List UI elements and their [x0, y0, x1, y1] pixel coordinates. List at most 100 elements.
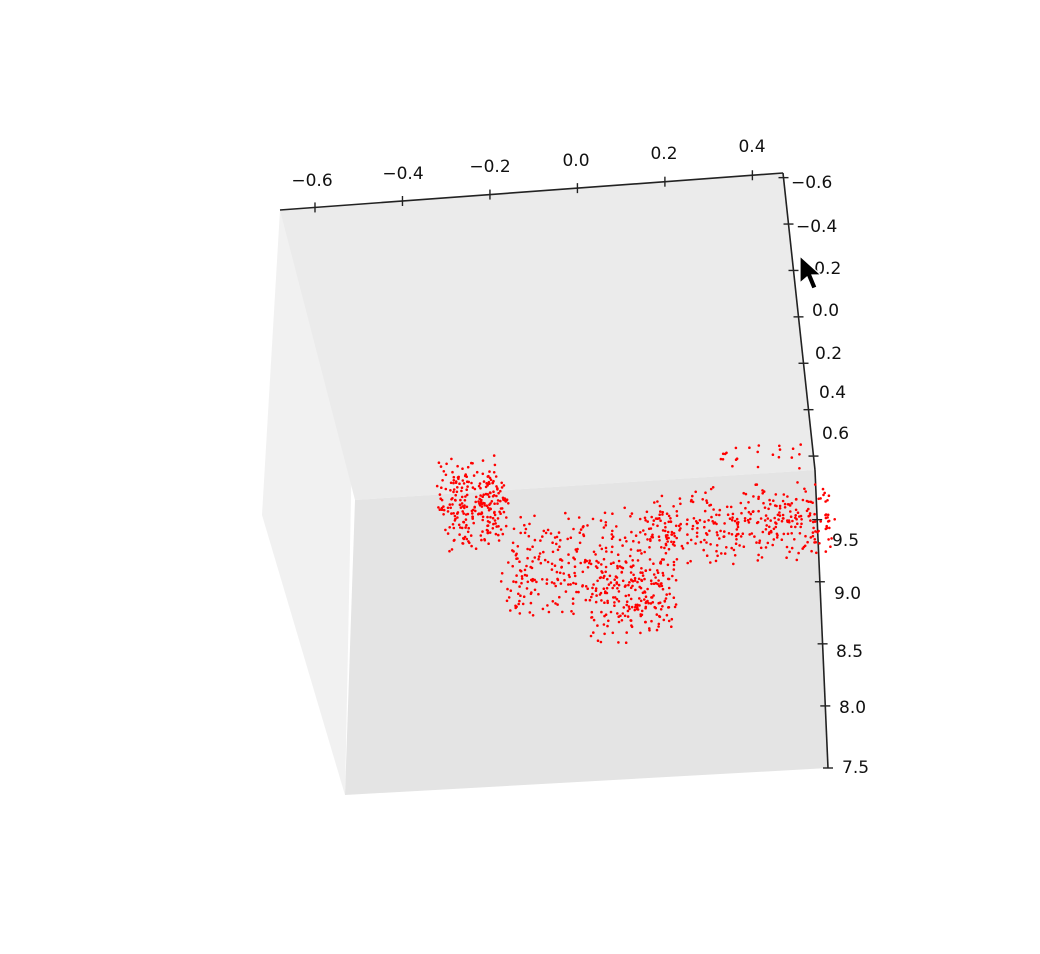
data-point	[824, 550, 828, 553]
data-point	[715, 549, 718, 553]
data-point	[633, 608, 637, 612]
data-point	[730, 518, 734, 522]
data-point	[673, 534, 676, 538]
data-point	[710, 515, 713, 519]
data-point	[634, 588, 637, 592]
data-point	[799, 525, 802, 529]
data-point	[499, 499, 502, 503]
data-point	[455, 490, 459, 494]
data-point	[579, 528, 583, 531]
data-point	[708, 529, 711, 533]
data-point	[495, 485, 498, 488]
data-point	[756, 450, 759, 454]
data-point	[692, 517, 696, 520]
data-point	[800, 522, 803, 526]
data-point	[755, 541, 758, 544]
data-point	[670, 530, 674, 534]
data-point	[600, 563, 603, 566]
data-point	[640, 567, 643, 570]
data-point	[438, 493, 442, 496]
data-point	[761, 530, 765, 534]
data-point	[612, 596, 615, 599]
data-point	[735, 528, 739, 531]
data-point	[656, 500, 659, 503]
data-point	[630, 625, 634, 629]
data-point	[799, 443, 802, 446]
data-point	[610, 537, 614, 540]
data-point	[604, 524, 608, 527]
data-point	[470, 481, 473, 485]
data-point	[778, 511, 781, 514]
data-point	[546, 528, 550, 532]
data-point	[725, 505, 729, 509]
data-point	[766, 517, 770, 520]
data-point	[496, 517, 500, 520]
data-point	[613, 601, 616, 604]
mouse-pointer-icon	[799, 254, 823, 290]
data-point	[658, 513, 661, 516]
data-point	[505, 599, 509, 603]
data-point	[472, 474, 476, 477]
data-point	[554, 602, 557, 605]
data-point	[813, 541, 816, 544]
data-point	[789, 515, 793, 518]
data-point	[598, 593, 602, 596]
data-point	[602, 557, 606, 561]
data-point	[670, 625, 673, 628]
data-point	[604, 546, 608, 550]
data-point	[616, 566, 619, 570]
data-point	[726, 513, 730, 516]
data-point	[492, 454, 496, 457]
data-point	[666, 540, 669, 543]
data-point	[603, 511, 607, 515]
data-point	[480, 505, 484, 508]
data-point	[663, 529, 667, 533]
data-point	[617, 559, 621, 563]
data-point	[802, 545, 806, 549]
data-point	[494, 522, 497, 525]
data-point	[522, 595, 526, 598]
data-point	[789, 510, 792, 513]
data-point	[482, 480, 486, 483]
x-tick-label: −0.6	[291, 171, 332, 191]
data-point	[615, 525, 618, 528]
data-point	[478, 504, 482, 507]
data-point	[560, 565, 563, 569]
data-point	[649, 602, 653, 605]
data-point	[506, 587, 509, 591]
data-point	[721, 458, 725, 461]
data-point	[778, 514, 782, 517]
data-point	[461, 467, 464, 471]
data-point	[471, 486, 475, 489]
data-point	[768, 498, 771, 502]
data-point	[439, 465, 443, 468]
data-point	[639, 571, 642, 574]
data-point	[709, 561, 712, 564]
data-point	[669, 520, 673, 524]
data-point	[544, 531, 548, 535]
data-point	[653, 501, 656, 504]
data-point	[456, 512, 459, 515]
data-point	[667, 586, 671, 590]
data-point	[652, 594, 655, 597]
data-point	[796, 511, 800, 514]
data-point	[627, 583, 630, 587]
data-point	[805, 499, 809, 503]
data-point	[581, 585, 584, 588]
data-point	[666, 563, 670, 567]
data-point	[829, 545, 832, 548]
data-point	[752, 495, 755, 498]
data-point	[640, 609, 644, 613]
data-point	[680, 544, 684, 548]
data-point	[639, 599, 643, 603]
data-point	[639, 631, 642, 635]
data-point	[435, 484, 439, 488]
data-point	[591, 586, 594, 590]
data-point	[641, 571, 644, 574]
data-point	[777, 455, 781, 459]
data-point	[747, 501, 750, 504]
data-point	[672, 568, 676, 571]
data-point	[586, 587, 589, 590]
data-point	[491, 527, 495, 530]
